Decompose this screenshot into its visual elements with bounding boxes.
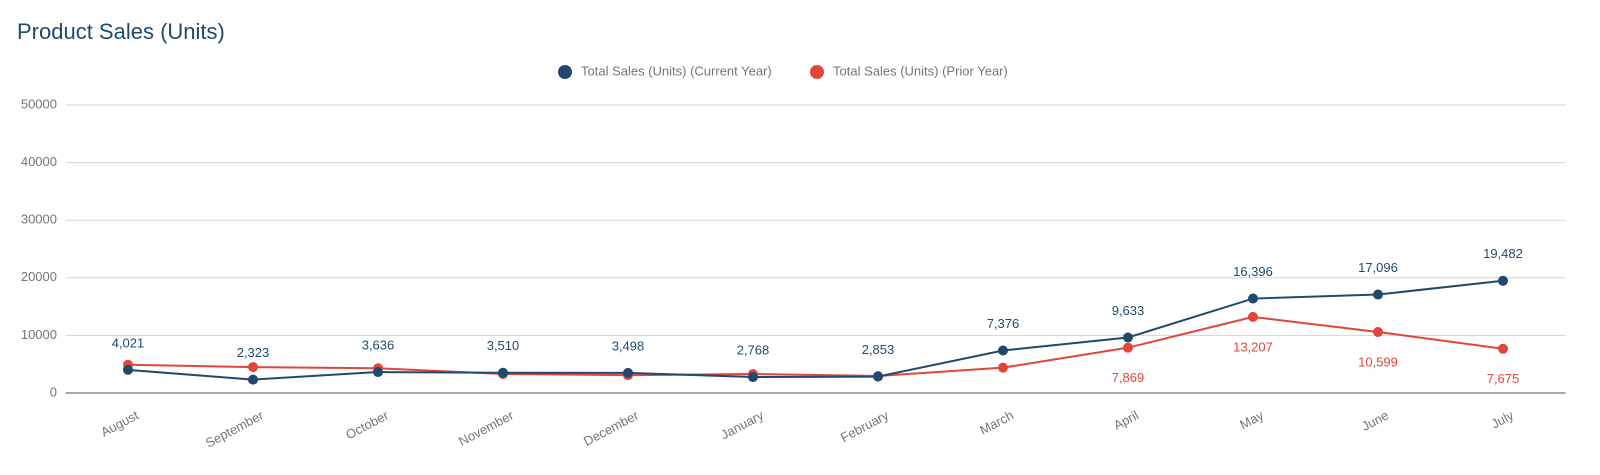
legend-marker bbox=[558, 65, 572, 79]
x-tick-label: November bbox=[456, 407, 517, 449]
data-label: 17,096 bbox=[1358, 260, 1398, 275]
data-point bbox=[1498, 275, 1508, 286]
y-tick-label: 20000 bbox=[21, 269, 57, 284]
legend-label: Total Sales (Units) (Prior Year) bbox=[833, 63, 1008, 78]
series-line bbox=[127, 315, 1504, 378]
data-point bbox=[1373, 289, 1383, 300]
data-point bbox=[998, 345, 1008, 356]
data-point bbox=[1373, 326, 1383, 337]
data-point bbox=[498, 367, 508, 378]
data-label: 3,636 bbox=[362, 337, 395, 352]
x-tick-label: December bbox=[581, 407, 642, 449]
data-label: 9,633 bbox=[1112, 303, 1145, 318]
x-tick-label: June bbox=[1359, 407, 1391, 433]
data-point bbox=[1248, 293, 1258, 304]
data-point bbox=[373, 367, 383, 378]
data-point bbox=[1248, 311, 1258, 322]
x-tick-label: January bbox=[718, 407, 766, 442]
data-label: 3,498 bbox=[612, 338, 645, 353]
legend-label: Total Sales (Units) (Current Year) bbox=[581, 63, 772, 78]
y-tick-label: 0 bbox=[50, 384, 57, 399]
data-point bbox=[1123, 342, 1133, 353]
data-label: 7,675 bbox=[1487, 371, 1520, 386]
data-label: 2,853 bbox=[862, 342, 895, 357]
data-label: 16,396 bbox=[1233, 264, 1273, 279]
data-label: 19,482 bbox=[1483, 246, 1523, 261]
x-tick-label: October bbox=[343, 407, 391, 442]
y-tick-label: 30000 bbox=[21, 212, 57, 227]
x-tick-label: April bbox=[1111, 407, 1141, 433]
x-tick-label: September bbox=[203, 407, 267, 450]
x-tick-label: February bbox=[838, 407, 891, 445]
data-point bbox=[623, 367, 633, 378]
data-label: 7,869 bbox=[1112, 370, 1145, 385]
y-tick-label: 50000 bbox=[21, 96, 57, 111]
data-point bbox=[873, 371, 883, 382]
data-label: 10,599 bbox=[1358, 354, 1398, 369]
y-tick-label: 40000 bbox=[21, 154, 57, 169]
data-label: 3,510 bbox=[487, 338, 520, 353]
x-tick-label: March bbox=[977, 407, 1016, 437]
x-tick-label: May bbox=[1237, 407, 1266, 432]
data-point bbox=[248, 374, 258, 385]
data-point bbox=[123, 364, 133, 375]
legend-marker bbox=[810, 65, 824, 79]
y-tick-label: 10000 bbox=[21, 327, 57, 342]
series-line bbox=[127, 279, 1504, 381]
data-label: 2,323 bbox=[237, 345, 270, 360]
data-point bbox=[1498, 343, 1508, 354]
data-label: 13,207 bbox=[1233, 339, 1273, 354]
chart-title: Product Sales (Units) bbox=[17, 19, 225, 44]
data-point bbox=[748, 372, 758, 383]
data-label: 2,768 bbox=[737, 342, 770, 357]
data-label: 4,021 bbox=[112, 335, 145, 350]
data-point bbox=[248, 362, 258, 373]
x-tick-label: August bbox=[98, 407, 141, 439]
data-point bbox=[998, 362, 1008, 373]
data-label: 7,376 bbox=[987, 316, 1020, 331]
x-tick-label: July bbox=[1489, 407, 1517, 431]
data-point bbox=[1123, 332, 1133, 343]
